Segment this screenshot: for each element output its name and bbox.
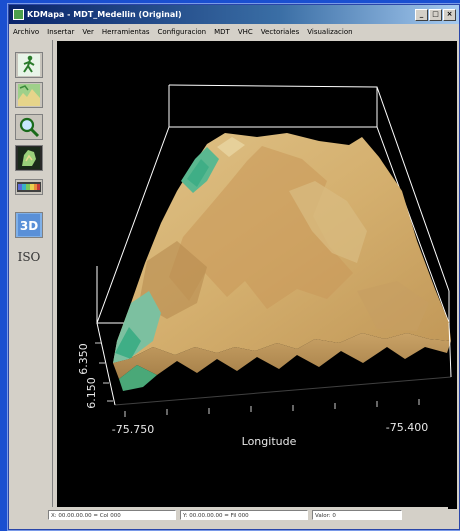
magnifier-icon: [19, 117, 40, 138]
minimize-button[interactable]: _: [415, 8, 428, 21]
status-bar: X: 00.00.00.00 = Col 000 Y: 00.00.00.00 …: [48, 507, 448, 522]
legend-tool-button[interactable]: [15, 179, 43, 195]
menu-vectoriales[interactable]: Vectoriales: [260, 27, 300, 36]
walk-tool-button[interactable]: [15, 52, 43, 78]
menu-herramientas[interactable]: Herramientas: [101, 27, 150, 36]
x-axis-label: Longitude: [242, 435, 297, 448]
menu-ver[interactable]: Ver: [82, 27, 94, 36]
bounding-box-front: [96, 322, 452, 406]
menu-vhc[interactable]: VHC: [237, 27, 253, 36]
maximize-button[interactable]: □: [429, 8, 442, 21]
menu-bar: Archivo Insertar Ver Herramientas Config…: [9, 24, 459, 39]
app-window: KDMapa - MDT_Medellin (Original) _ □ × A…: [8, 4, 460, 530]
x-tick-left-label: -75.750: [112, 423, 154, 436]
close-button[interactable]: ×: [443, 8, 456, 21]
left-toolbar: 3D ISO: [9, 40, 53, 510]
map-tool-button[interactable]: [15, 145, 43, 171]
terrain-surface: [113, 133, 451, 391]
window-title: KDMapa - MDT_Medellin (Original): [27, 10, 182, 19]
status-y-field: Y: 00.00.00.00 = Fil 000: [180, 509, 308, 520]
terrain-map-icon: [18, 84, 40, 106]
status-x-field: X: 00.00.00.00 = Col 000: [48, 509, 176, 520]
status-value-field: Valor: 0: [312, 509, 402, 520]
color-ramp-icon: [17, 182, 41, 192]
y-axis-ticks: [95, 342, 113, 402]
menu-mdt[interactable]: MDT: [214, 27, 230, 36]
y-tick-top-label: 6.350: [77, 343, 90, 375]
title-bar[interactable]: KDMapa - MDT_Medellin (Original) _ □ ×: [9, 5, 459, 24]
x-axis-ticks: [124, 399, 420, 417]
menu-insertar[interactable]: Insertar: [47, 27, 75, 36]
walking-figure-icon: [18, 54, 40, 76]
y-tick-bottom-label: 6.150: [85, 377, 98, 409]
menu-archivo[interactable]: Archivo: [13, 27, 40, 36]
zoom-tool-button[interactable]: [15, 114, 43, 140]
app-icon: [13, 9, 24, 20]
3d-tool-button[interactable]: 3D: [15, 212, 43, 238]
iso-tool-button[interactable]: ISO: [15, 244, 43, 270]
terrain-3d-view[interactable]: 6.350 6.150 -75.750 -75.400 Longitude: [57, 41, 457, 509]
3d-label: 3D: [20, 219, 38, 233]
terrain-tool-button[interactable]: [15, 82, 43, 108]
x-tick-right-label: -75.400: [386, 421, 428, 434]
menu-visualizacion[interactable]: Visualizacion: [307, 27, 353, 36]
iso-icon: ISO: [17, 250, 41, 264]
menu-configuracion[interactable]: Configuracion: [157, 27, 207, 36]
terrain-render: 6.350 6.150 -75.750 -75.400 Longitude: [77, 84, 452, 448]
dark-map-icon: [18, 147, 40, 169]
3d-icon: 3D: [18, 214, 40, 236]
